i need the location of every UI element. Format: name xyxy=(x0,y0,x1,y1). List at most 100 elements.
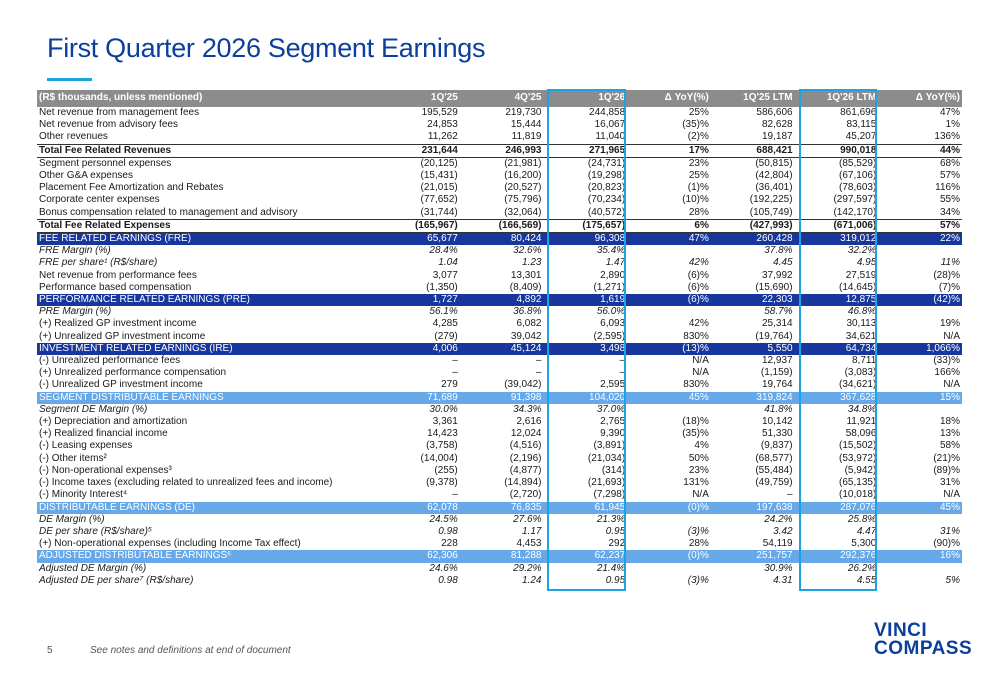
row-label: FEE RELATED EARNINGS (FRE) xyxy=(37,232,377,246)
table-cell: 1,619 xyxy=(543,294,628,307)
table-cell: 56.1% xyxy=(429,306,458,318)
row-label: INVESTMENT RELATED EARNINGS (IRE) xyxy=(37,342,377,356)
table-cell: 13,301 xyxy=(510,269,542,281)
row-label: DISTRIBUTABLE EARNINGS (DE) xyxy=(37,501,377,514)
table-row: Net revenue from management fees 195,529 2… xyxy=(37,107,962,119)
table-cell: 22,303 xyxy=(710,294,795,307)
row-label: (+) Unrealized performance compensation xyxy=(39,367,227,379)
table-row: PRE Margin (%) 56.1% 36.8% 56.0% 58.7% 46.8% xyxy=(37,306,962,318)
table-cell xyxy=(878,514,962,526)
row-label: (-) Minority Interest⁴ xyxy=(39,489,128,501)
table-cell: 0.98 xyxy=(438,525,458,537)
table-cell: 24.2% xyxy=(764,513,793,525)
table-cell: 16,067 xyxy=(594,119,626,131)
table-cell: 58,096 xyxy=(845,428,877,440)
row-label: DE per share (R$/share)⁵ xyxy=(39,525,153,537)
table-cell: 27,519 xyxy=(845,269,877,281)
table-row: DE per share (R$/share)⁵ 0.98 1.17 0.95 (3)%… xyxy=(37,526,962,538)
table-cell: 58.7% xyxy=(764,306,793,318)
table-cell: 19% xyxy=(939,318,960,330)
table-cell: (9,837) xyxy=(760,440,793,452)
table-cell: 271,965 xyxy=(543,143,628,158)
table-cell: 36.8% xyxy=(513,306,542,318)
table-cell: (7,298) xyxy=(593,489,626,501)
table-row: Adjusted DE per share⁷ (R$/share) 0.98 1.2… xyxy=(37,575,962,587)
table-cell: (40,572) xyxy=(587,206,626,218)
table-cell: 34% xyxy=(939,206,960,218)
table-cell: (314) xyxy=(601,464,626,476)
table-cell: 71,689 xyxy=(376,391,460,404)
table-cell: 1.04 xyxy=(438,257,458,269)
table-row: Segment personnel expenses (20,125) (21,98… xyxy=(37,157,962,170)
table-cell: 42% xyxy=(688,257,709,269)
table-cell: 76,835 xyxy=(459,501,544,514)
table-cell: 2,595 xyxy=(600,379,626,391)
table-cell: 319,012 xyxy=(794,232,879,246)
table-cell: 25.8% xyxy=(847,513,877,525)
table-cell: (24,731) xyxy=(587,157,626,169)
table-cell: (165,967) xyxy=(376,218,460,234)
table-cell: (31,744) xyxy=(420,206,458,218)
table-cell: 861,696 xyxy=(840,107,877,118)
logo-line-2: COMPASS xyxy=(874,638,973,659)
table-cell: 1% xyxy=(945,119,960,131)
table-cell: (9,378) xyxy=(426,477,458,489)
table-cell: (39,042) xyxy=(504,379,542,391)
table-row: (+) Unrealized GP investment income (279)… xyxy=(37,331,962,343)
table-row: DISTRIBUTABLE EARNINGS (DE) 62,078 76,835 6… xyxy=(37,501,962,514)
row-label: PRE Margin (%) xyxy=(39,306,112,318)
table-cell: (3)% xyxy=(687,574,709,586)
table-cell: (2)% xyxy=(687,131,709,143)
table-cell: (32,064) xyxy=(504,206,542,218)
table-cell: 91,398 xyxy=(459,391,544,404)
segment-earnings-table: (R$ thousands, unless mentioned) 1Q'25 4Q'… xyxy=(37,90,962,587)
table-cell: (14,004) xyxy=(420,452,458,464)
table-cell: (33)% xyxy=(933,355,960,367)
table-cell: 131% xyxy=(683,477,709,489)
row-label: Segment DE Margin (%) xyxy=(39,403,148,415)
table-cell: 15,444 xyxy=(510,119,542,131)
table-cell: 11,819 xyxy=(511,131,542,143)
table-cell: 22% xyxy=(878,232,962,246)
table-cell: 82,628 xyxy=(761,119,793,131)
table-row: Bonus compensation related to management… xyxy=(37,207,962,220)
table-cell: 32.2% xyxy=(847,245,877,257)
table-cell: N/A xyxy=(943,489,960,501)
table-cell: 4.95 xyxy=(856,257,877,269)
table-cell: 3,498 xyxy=(543,342,628,356)
table-cell: 23% xyxy=(688,464,709,476)
table-cell: (65,135) xyxy=(839,477,877,489)
table-cell: 19,187 xyxy=(761,131,793,143)
table-cell: 30,113 xyxy=(846,318,877,330)
table-cell: (192,225) xyxy=(749,194,793,206)
table-cell: (15,431) xyxy=(420,170,458,182)
table-cell: 9,390 xyxy=(600,428,626,440)
row-label: SEGMENT DISTRIBUTABLE EARNINGS xyxy=(37,391,377,404)
table-cell: 30.9% xyxy=(764,562,793,574)
table-cell: (142,170) xyxy=(833,206,877,218)
table-cell: (34,621) xyxy=(839,379,877,391)
table-cell: (20,823) xyxy=(587,182,626,194)
table-cell: (78,603) xyxy=(839,182,877,194)
title-underline xyxy=(47,78,92,81)
table-cell: 260,428 xyxy=(710,232,795,246)
row-label: Total Fee Related Revenues xyxy=(37,143,377,158)
table-cell: 11,262 xyxy=(427,131,458,143)
table-cell: 116% xyxy=(935,182,960,194)
table-cell: 37,992 xyxy=(761,269,793,281)
table-row: (+) Depreciation and amortization 3,361 2,… xyxy=(37,416,962,428)
row-label: Other G&A expenses xyxy=(39,170,133,182)
table-cell: (67,106) xyxy=(839,170,877,182)
table-row: (-) Other items² (14,004) (2,196) (21,034) 5… xyxy=(37,453,962,465)
table-cell: (3)% xyxy=(687,525,709,537)
table-cell: (21,015) xyxy=(420,182,458,194)
table-cell: 136% xyxy=(934,131,960,143)
table-cell xyxy=(878,245,962,257)
table-cell: 4,006 xyxy=(376,342,460,356)
table-cell: 0.98 xyxy=(438,574,458,586)
table-row: SEGMENT DISTRIBUTABLE EARNINGS 71,689 91,3… xyxy=(37,391,962,404)
table-cell: (42,804) xyxy=(755,170,793,182)
table-row: FRE per share¹ (R$/share) 1.04 1.23 1.47 42%… xyxy=(37,257,962,269)
table-cell: (1,271) xyxy=(593,281,626,293)
column-header: Δ YoY(%) xyxy=(664,92,709,104)
